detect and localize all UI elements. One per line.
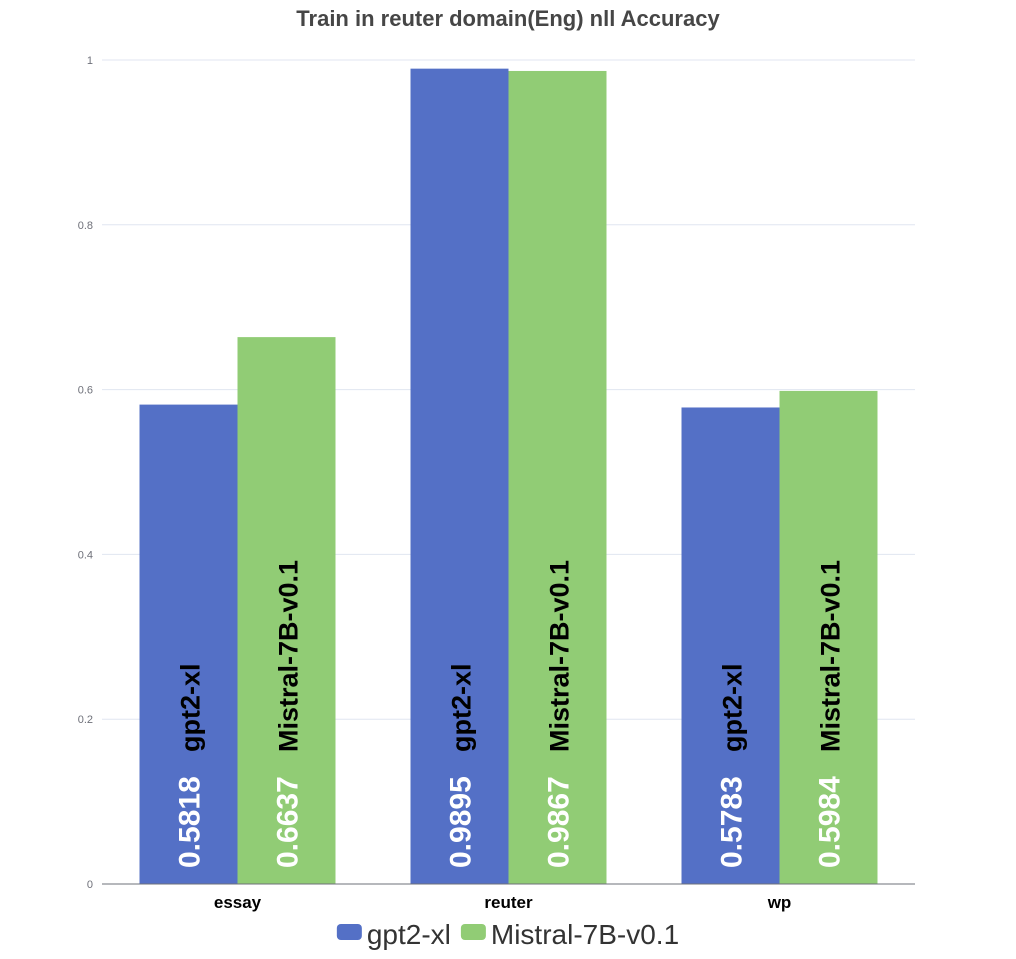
bar-series-label: Mistral-7B-v0.1 xyxy=(816,560,846,752)
x-tick-label: wp xyxy=(767,893,792,912)
bar-labels: 0.5818 gpt2-xl 0.6637 Mistral-7B-v0.1 0.9895… xyxy=(174,560,847,868)
legend-label[interactable]: Mistral-7B-v0.1 xyxy=(491,919,679,950)
bar-series-label: Mistral-7B-v0.1 xyxy=(274,560,304,752)
x-axis-ticks: essay reuter wp xyxy=(214,893,791,912)
bar-value-label: 0.5818 xyxy=(174,776,207,868)
legend-swatch[interactable] xyxy=(460,924,486,940)
chart-title: Train in reuter domain(Eng) nll Accuracy xyxy=(296,6,720,31)
bar-series-label: gpt2-xl xyxy=(447,663,477,752)
bar-essay-0[interactable] xyxy=(139,404,238,884)
x-tick-label: essay xyxy=(214,893,262,912)
bar-wp-0[interactable] xyxy=(681,407,780,884)
bar-series-label: Mistral-7B-v0.1 xyxy=(545,560,575,752)
y-axis-ticks: 0 0.2 0.4 0.6 0.8 1 xyxy=(78,55,93,891)
y-tick-label: 0.2 xyxy=(78,714,93,726)
x-tick-label: reuter xyxy=(484,893,533,912)
bar-value-label: 0.9867 xyxy=(543,776,576,868)
bar-reuter-0[interactable] xyxy=(410,68,509,885)
bar-essay-1[interactable] xyxy=(237,337,336,884)
bar-reuter-1[interactable] xyxy=(508,70,607,884)
legend[interactable]: gpt2-xl Mistral-7B-v0.1 xyxy=(336,919,679,950)
bar-wp-1[interactable] xyxy=(779,390,878,884)
y-tick-label: 0.6 xyxy=(78,385,93,397)
legend-label[interactable]: gpt2-xl xyxy=(367,919,451,950)
bar-value-label: 0.5984 xyxy=(814,776,847,868)
y-tick-label: 0.4 xyxy=(78,549,93,561)
bar-value-label: 0.9895 xyxy=(445,776,478,868)
legend-swatch[interactable] xyxy=(336,924,362,940)
y-tick-label: 0 xyxy=(87,879,93,891)
y-tick-label: 1 xyxy=(87,55,93,67)
bars xyxy=(139,68,878,885)
bar-series-label: gpt2-xl xyxy=(718,663,748,752)
bar-value-label: 0.5783 xyxy=(716,776,749,868)
y-tick-label: 0.8 xyxy=(78,220,93,232)
bar-value-label: 0.6637 xyxy=(272,776,305,868)
bar-series-label: gpt2-xl xyxy=(176,663,206,752)
